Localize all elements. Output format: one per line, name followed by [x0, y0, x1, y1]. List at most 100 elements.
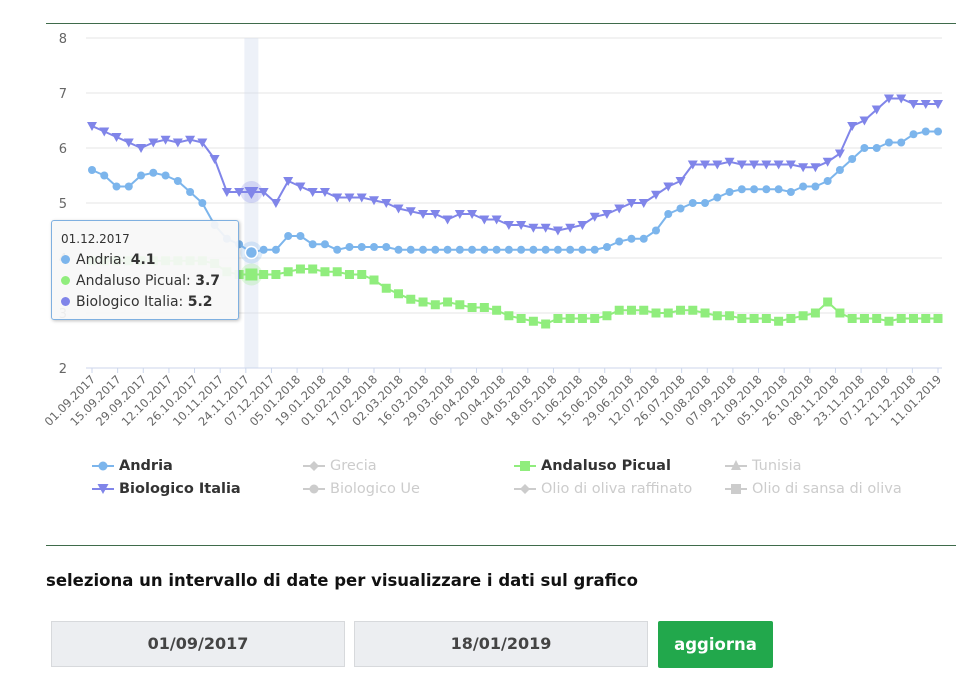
data-point — [786, 314, 796, 323]
update-button[interactable]: aggiorna — [658, 621, 773, 668]
data-point — [160, 135, 171, 145]
data-point — [872, 144, 881, 152]
data-point — [736, 160, 747, 170]
andaluso-dot-icon — [61, 276, 70, 285]
andria-dot-icon — [61, 255, 70, 264]
tooltip-date: 01.12.2017 — [61, 232, 130, 246]
data-point — [295, 182, 306, 192]
tooltip-label: Andaluso Picual: — [76, 273, 191, 289]
data-point — [737, 185, 746, 194]
data-point — [565, 223, 576, 233]
top-divider — [46, 23, 956, 24]
data-point — [799, 182, 808, 191]
data-point — [308, 264, 318, 274]
data-point — [553, 245, 562, 254]
data-point — [332, 267, 342, 277]
data-point — [896, 314, 906, 323]
data-point — [381, 283, 391, 293]
data-point — [676, 204, 685, 213]
data-point — [308, 240, 317, 249]
diamond-icon — [303, 461, 325, 471]
data-point — [614, 204, 625, 214]
data-point — [381, 199, 392, 208]
data-point — [700, 308, 710, 318]
square-icon — [514, 461, 536, 471]
data-point — [516, 221, 527, 230]
data-point — [491, 215, 502, 225]
data-point — [270, 199, 281, 208]
data-point — [859, 116, 870, 126]
data-point — [112, 182, 121, 191]
data-point — [430, 210, 441, 219]
data-point — [651, 308, 661, 318]
data-point — [468, 245, 477, 254]
data-point — [725, 188, 734, 196]
data-point — [712, 311, 722, 321]
data-point — [810, 163, 821, 173]
data-point — [701, 199, 710, 207]
data-point — [627, 234, 636, 243]
data-point — [221, 188, 232, 197]
triangle-down-icon — [92, 484, 114, 494]
tooltip-row-biologico: Biologico Italia: 5.2 — [61, 294, 213, 310]
tooltip-value: 4.1 — [130, 252, 156, 268]
data-point — [602, 311, 612, 321]
series-line-biologico-italia — [91, 97, 938, 232]
data-point — [137, 171, 146, 180]
data-point — [663, 182, 674, 192]
start-date-input[interactable]: 01/09/2017 — [51, 621, 345, 667]
data-point — [639, 234, 648, 243]
legend-label: Biologico Ue — [330, 481, 420, 497]
data-point — [394, 245, 403, 254]
data-point — [541, 245, 550, 254]
data-point — [528, 223, 539, 233]
data-point — [517, 245, 526, 254]
data-point — [884, 316, 894, 326]
data-point — [172, 138, 183, 148]
data-point — [480, 245, 489, 254]
data-point — [296, 232, 305, 240]
data-point — [565, 314, 575, 323]
section-divider — [46, 545, 956, 546]
data-point — [259, 245, 268, 254]
data-point — [713, 193, 722, 202]
data-point — [198, 199, 207, 207]
circle-icon — [303, 484, 325, 494]
data-point — [823, 297, 833, 307]
data-point — [394, 289, 404, 299]
data-point — [370, 243, 378, 251]
data-point — [798, 311, 808, 321]
data-point — [639, 305, 649, 315]
y-tick-label: 6 — [59, 142, 67, 157]
tooltip-value: 5.2 — [187, 294, 213, 310]
data-point — [161, 171, 170, 180]
tooltip-label: Andria: — [76, 252, 127, 268]
data-point — [406, 245, 415, 254]
data-point — [258, 188, 269, 197]
data-point — [774, 185, 783, 194]
data-point — [601, 210, 612, 219]
data-point — [602, 243, 611, 251]
data-point — [271, 245, 280, 254]
data-point — [492, 245, 501, 254]
legend-label: Andaluso Picual — [541, 458, 671, 474]
data-point — [798, 163, 809, 173]
legend-label: Olio di sansa di oliva — [752, 481, 902, 497]
tooltip-value: 3.7 — [195, 273, 221, 289]
data-point — [823, 177, 832, 185]
data-point — [418, 210, 429, 219]
data-point — [234, 188, 245, 197]
data-point — [577, 221, 588, 230]
data-point — [173, 177, 182, 185]
data-point — [725, 311, 735, 321]
y-tick-label: 7 — [59, 87, 67, 102]
data-point — [626, 305, 636, 315]
data-point — [393, 204, 404, 214]
hover-point — [244, 245, 259, 260]
hover-crosshair-band — [244, 38, 259, 368]
data-point — [271, 270, 281, 279]
data-point — [749, 314, 759, 323]
triangle-icon — [725, 460, 747, 470]
end-date-input[interactable]: 18/01/2019 — [354, 621, 648, 667]
data-point — [431, 245, 440, 254]
